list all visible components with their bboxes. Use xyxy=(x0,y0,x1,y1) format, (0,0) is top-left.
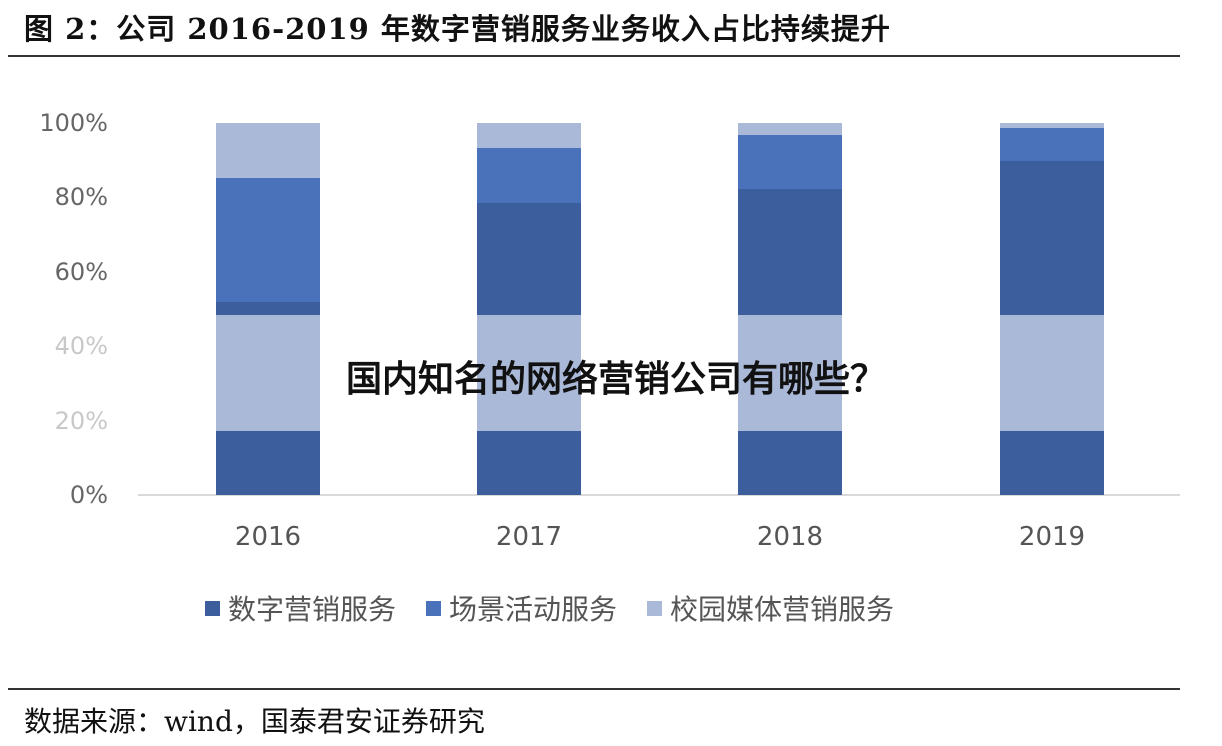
legend-label: 场景活动服务 xyxy=(449,593,618,626)
bar-segment xyxy=(216,301,320,315)
x-tick-label: 2017 xyxy=(495,522,563,552)
bar-segment xyxy=(1000,160,1104,315)
bar-segment xyxy=(738,134,842,189)
bar-segment xyxy=(1000,431,1104,495)
legend-item: 场景活动服务 xyxy=(426,588,617,628)
bar-2017 xyxy=(477,123,581,495)
legend-swatch-icon xyxy=(426,600,442,616)
x-tick-label: 2016 xyxy=(234,522,302,552)
legend-swatch-icon xyxy=(205,600,220,616)
bar-segment xyxy=(738,314,842,431)
y-tick-label: 0% xyxy=(69,481,108,509)
y-tick-label: 80% xyxy=(54,183,108,212)
footer-divider xyxy=(8,688,1180,690)
bar-segment xyxy=(216,178,320,302)
overlay-caption: 国内知名的网络营销公司有哪些？ xyxy=(346,359,887,400)
legend-item: 数字营销服务 xyxy=(205,588,396,628)
bar-2016 xyxy=(216,123,320,495)
x-tick-label: 2019 xyxy=(1018,522,1086,552)
bar-segment xyxy=(1000,127,1104,161)
bar-2018 xyxy=(738,123,842,495)
y-tick-label: 60% xyxy=(54,257,108,286)
legend: 数字营销服务 场景活动服务 校园媒体营销服务 xyxy=(205,588,924,628)
bar-segment xyxy=(477,314,581,431)
data-source: 数据来源：wind，国泰君安证券研究 xyxy=(24,705,485,738)
y-tick-label: 40% xyxy=(54,332,108,361)
bar-segment xyxy=(738,431,842,495)
legend-swatch-icon xyxy=(647,600,663,616)
bar-segment xyxy=(1000,123,1104,128)
bar-segment xyxy=(477,431,581,495)
legend-label: 数字营销服务 xyxy=(228,593,397,626)
y-tick-label: 100% xyxy=(39,109,108,137)
bar-segment xyxy=(216,314,320,431)
bar-segment xyxy=(216,123,320,179)
bar-segment xyxy=(738,123,842,135)
chart-title: 图 2：公司 2016-2019 年数字营销服务业务收入占比持续提升 xyxy=(24,12,891,46)
bar-segment xyxy=(477,123,581,148)
x-tick-label: 2018 xyxy=(756,522,824,552)
bar-segment xyxy=(1000,314,1104,431)
bar-segment xyxy=(738,188,842,315)
x-axis-line xyxy=(138,494,1180,496)
bar-segment xyxy=(477,147,581,203)
legend-label: 校园媒体营销服务 xyxy=(670,593,895,626)
bar-2019 xyxy=(1000,123,1104,495)
bar-segment xyxy=(477,202,581,315)
legend-item: 校园媒体营销服务 xyxy=(647,588,894,628)
y-tick-label: 20% xyxy=(54,406,108,435)
title-divider xyxy=(8,55,1180,57)
bar-segment xyxy=(216,431,320,495)
